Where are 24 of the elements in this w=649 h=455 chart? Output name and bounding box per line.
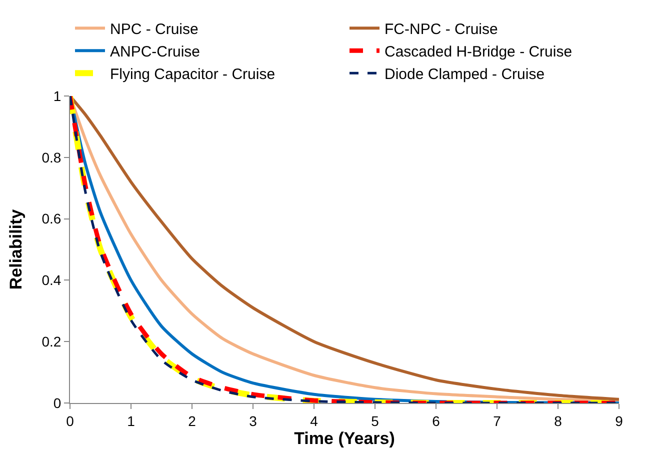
x-tick-label: 2 bbox=[188, 412, 196, 429]
x-tick-label: 6 bbox=[432, 412, 440, 429]
y-tick-label: 0.6 bbox=[42, 210, 62, 227]
x-tick-label: 1 bbox=[127, 412, 136, 429]
x-tick-label: 4 bbox=[310, 412, 318, 429]
x-tick-label: 9 bbox=[615, 412, 624, 429]
legend-label: FC-NPC - Cruise bbox=[384, 20, 498, 38]
x-tick-label: 0 bbox=[66, 412, 74, 429]
legend-label: Flying Capacitor - Cruise bbox=[110, 66, 276, 83]
y-tick-label: 0 bbox=[53, 394, 62, 411]
x-tick-label: 5 bbox=[371, 412, 380, 429]
x-tick-label: 3 bbox=[249, 412, 258, 429]
legend-label: Diode Clamped - Cruise bbox=[384, 66, 545, 83]
y-tick-label: 1 bbox=[53, 88, 62, 104]
x-tick-label: 7 bbox=[493, 412, 502, 429]
y-axis-title: Reliability bbox=[6, 208, 26, 290]
y-tick-label: 0.2 bbox=[42, 334, 62, 350]
x-axis-title: Time (Years) bbox=[294, 428, 395, 448]
y-tick-label: 0.8 bbox=[42, 149, 62, 166]
legend-label: NPC - Cruise bbox=[110, 20, 198, 38]
legend-label: Cascaded H-Bridge - Cruise bbox=[384, 43, 572, 60]
y-tick-label: 0.4 bbox=[42, 272, 62, 288]
legend-label: ANPC-Cruise bbox=[110, 43, 200, 60]
x-tick-label: 8 bbox=[554, 412, 562, 429]
